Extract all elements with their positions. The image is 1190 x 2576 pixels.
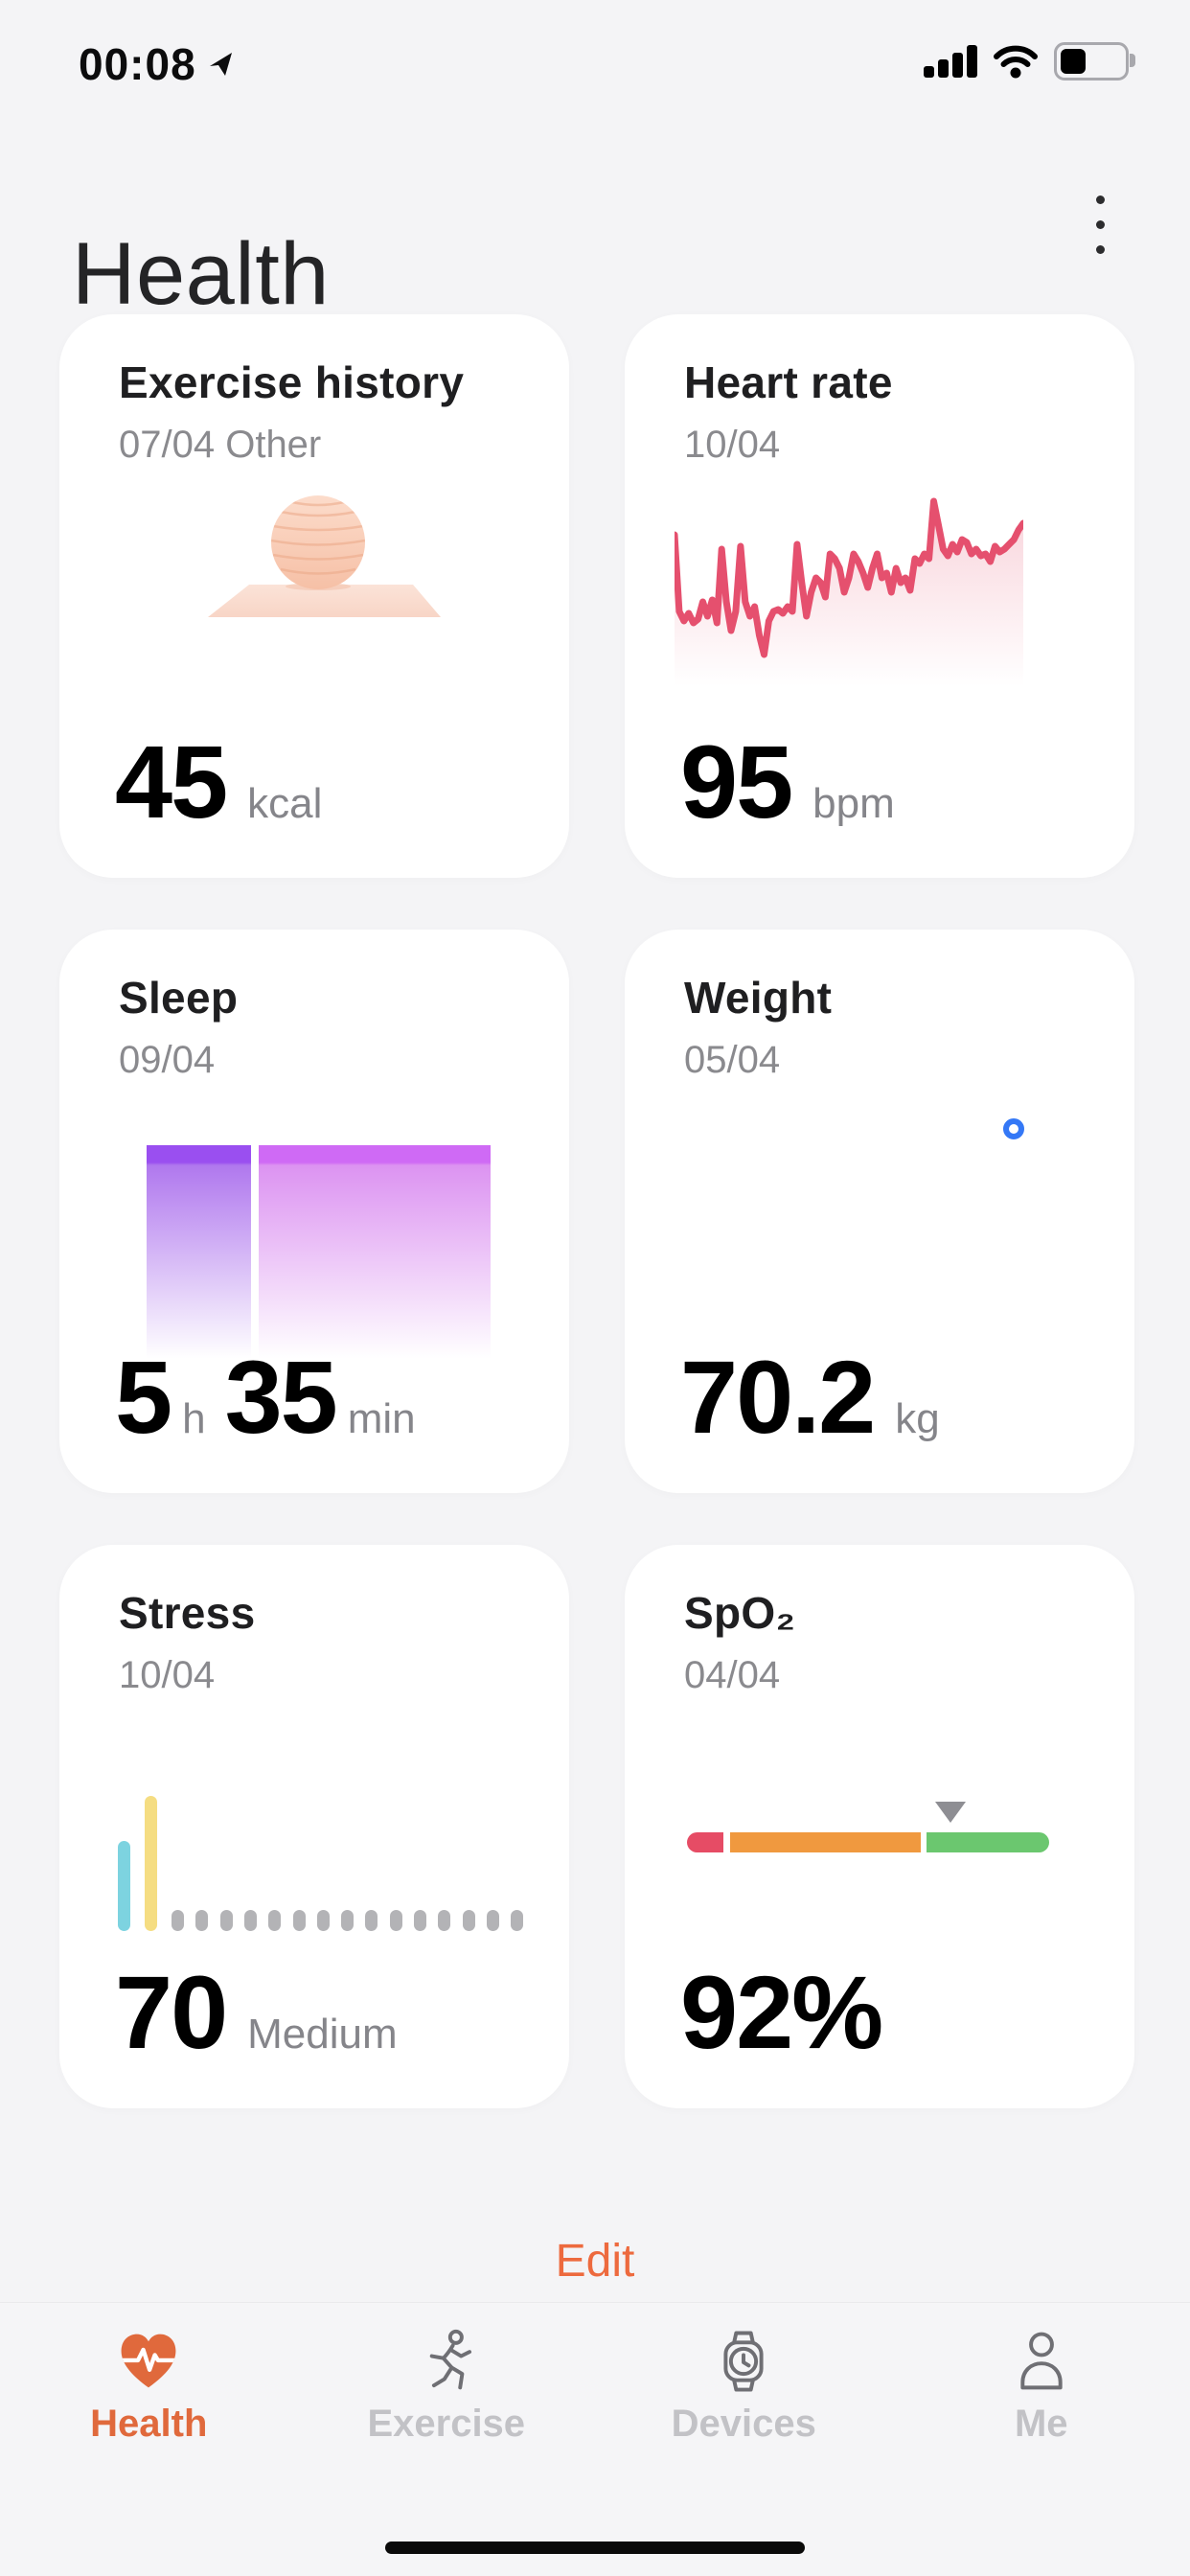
runner-icon [429, 2329, 471, 2390]
card-date: 09/04 [119, 1039, 216, 1081]
weight-value: 70.2 [680, 1339, 876, 1455]
card-date: 05/04 [684, 1039, 781, 1081]
card-heart-rate[interactable]: Heart rate 10/04 95 bpm [625, 314, 1134, 878]
stress-placeholder-stub [414, 1910, 426, 1931]
edit-button[interactable]: Edit [555, 2236, 635, 2287]
battery-nub [1130, 54, 1135, 67]
battery-icon [1054, 42, 1135, 80]
stress-bar [118, 1841, 130, 1931]
card-exercise-history[interactable]: Exercise history 07/04 Other 45 kcal [59, 314, 569, 878]
stress-placeholder-stub [486, 1910, 499, 1931]
card-stress[interactable]: Stress 10/04 70 Medium [59, 1545, 569, 2108]
tab-exercise[interactable]: Exercise [298, 2303, 596, 2576]
person-icon [1020, 2332, 1063, 2390]
tab-bar: Health Exercise Devices [0, 2302, 1190, 2576]
stress-placeholder-stub [511, 1910, 524, 1931]
exercise-kcal-value: 45 [115, 724, 228, 840]
kebab-menu-icon[interactable] [1090, 190, 1110, 260]
card-date: 07/04 Other [119, 424, 322, 466]
weight-data-point [1003, 1118, 1024, 1139]
card-sleep[interactable]: Sleep 09/04 5 h 35 min [59, 930, 569, 1493]
spo2-gauge-segment [730, 1832, 921, 1852]
status-time: 00:08 [79, 39, 196, 89]
tab-label: Devices [671, 2403, 816, 2445]
status-bar: 00:08 [0, 0, 1190, 105]
card-weight[interactable]: Weight 05/04 70.2 kg [625, 930, 1134, 1493]
stress-placeholder-stub [268, 1910, 282, 1931]
page-title: Health [72, 224, 330, 323]
card-title: SpO₂ [684, 1588, 796, 1638]
card-title: Heart rate [684, 357, 893, 407]
stress-placeholder-stub [172, 1910, 184, 1931]
stress-level-label: Medium [247, 2011, 398, 2058]
home-indicator[interactable] [385, 2542, 805, 2554]
location-arrow-icon [209, 53, 232, 76]
spo2-marker-triangle [935, 1802, 966, 1823]
tab-devices[interactable]: Devices [595, 2303, 893, 2576]
stress-placeholder-stub [341, 1910, 355, 1931]
stress-placeholder-stub [195, 1910, 209, 1931]
sleep-minutes-unit: min [347, 1395, 416, 1442]
sleep-hours-unit: h [182, 1395, 206, 1442]
sleep-bar [147, 1145, 251, 1368]
tab-health[interactable]: Health [0, 2303, 298, 2576]
cellular-signal-icon [924, 45, 977, 78]
weight-unit: kg [895, 1395, 940, 1442]
card-title: Weight [684, 973, 833, 1023]
sleep-bar [259, 1145, 491, 1368]
wifi-icon [994, 45, 1038, 79]
heart-rate-unit: bpm [812, 780, 895, 827]
spo2-value: 92% [680, 1954, 883, 2070]
stress-placeholder-stub [243, 1910, 257, 1931]
tab-label: Health [90, 2403, 208, 2445]
card-spo2[interactable]: SpO₂ 04/04 92% [625, 1545, 1134, 2108]
stress-placeholder-stub [462, 1910, 475, 1931]
card-title: Stress [119, 1588, 256, 1638]
stress-placeholder-stub [438, 1910, 451, 1931]
stress-value: 70 [115, 1954, 228, 2070]
sleep-hours-value: 5 [115, 1339, 172, 1455]
card-title: Exercise history [119, 357, 465, 407]
card-date: 04/04 [684, 1654, 781, 1696]
spo2-gauge-segment [927, 1832, 1049, 1852]
heart-pulse-icon [121, 2334, 176, 2388]
stress-placeholder-stub [292, 1910, 306, 1931]
card-title: Sleep [119, 973, 239, 1023]
stress-placeholder-stub [219, 1910, 233, 1931]
stress-placeholder-stub [389, 1910, 402, 1931]
stress-bar [145, 1796, 157, 1931]
stress-placeholder-stub [316, 1910, 330, 1931]
exercise-kcal-unit: kcal [247, 780, 323, 827]
watch-icon [723, 2331, 764, 2392]
card-date: 10/04 [684, 424, 781, 466]
stress-placeholder-stub [365, 1910, 378, 1931]
battery-fill [1061, 49, 1086, 74]
tab-me[interactable]: Me [893, 2303, 1190, 2576]
tab-label: Exercise [367, 2403, 526, 2445]
heart-rate-chart [675, 497, 1023, 707]
heart-rate-value: 95 [680, 724, 793, 840]
tab-label: Me [1014, 2403, 1068, 2445]
sleep-minutes-value: 35 [224, 1339, 338, 1455]
spo2-gauge-segment [687, 1832, 723, 1852]
card-date: 10/04 [119, 1654, 216, 1696]
